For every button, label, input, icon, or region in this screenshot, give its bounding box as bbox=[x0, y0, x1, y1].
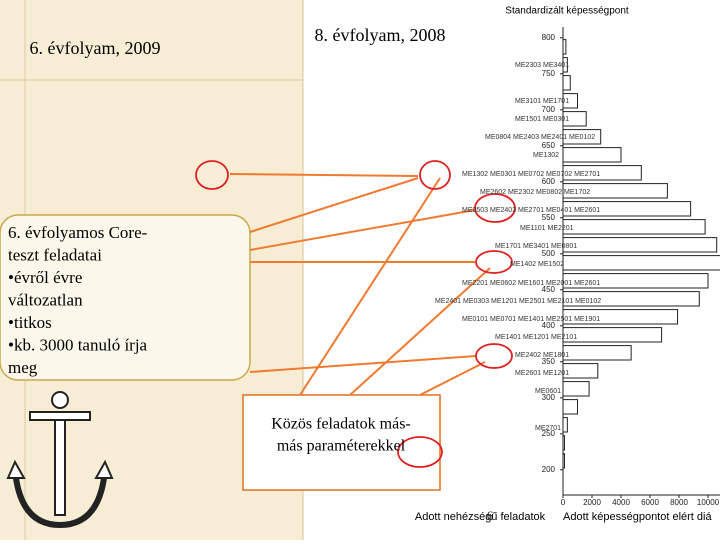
callout-text: teszt feladatai bbox=[8, 245, 102, 264]
item-label: ME2201 ME0602 ME1601 ME2001 ME2601 bbox=[462, 280, 600, 287]
bar bbox=[562, 111, 587, 127]
x-tick-label: 6000 bbox=[641, 498, 659, 507]
x-tick-label: 0 bbox=[561, 498, 566, 507]
item-label: ME1501 ME0301 bbox=[515, 116, 569, 123]
note-text: más paraméterekkel bbox=[277, 438, 406, 455]
callout-text: változatlan bbox=[8, 290, 83, 309]
y-tick-label: 500 bbox=[542, 249, 556, 258]
left-title: 6. évfolyam, 2009 bbox=[30, 38, 161, 58]
bar bbox=[562, 165, 642, 181]
item-label: ME2601 ME1201 bbox=[515, 370, 569, 377]
bar bbox=[562, 237, 718, 253]
item-label: ME2303 ME3401 bbox=[515, 62, 569, 69]
x-tick-label: 8000 bbox=[670, 498, 688, 507]
callout-text: •évről évre bbox=[8, 268, 82, 287]
bar bbox=[562, 129, 602, 145]
bar bbox=[562, 291, 700, 307]
item-label: ME2401 ME0303 ME1201 ME2501 ME2101 ME010… bbox=[435, 298, 601, 305]
arrows bbox=[229, 173, 491, 396]
bar bbox=[562, 75, 571, 91]
bar bbox=[562, 399, 578, 415]
callout-text: •kb. 3000 tanuló írja bbox=[8, 335, 148, 354]
x-label: Adott képességpontot elért diá bbox=[563, 511, 712, 523]
item-label: ME1101 ME2201 bbox=[520, 225, 574, 232]
bar bbox=[562, 147, 622, 163]
bar bbox=[562, 273, 709, 289]
highlight-ellipses bbox=[195, 160, 516, 468]
bar bbox=[562, 435, 565, 451]
right-title: 8. évfolyam, 2008 bbox=[315, 25, 446, 45]
y-tick-label: 750 bbox=[542, 69, 556, 78]
note-box bbox=[242, 394, 441, 491]
bar bbox=[562, 345, 632, 361]
bar bbox=[562, 327, 663, 343]
item-label: ME1701 ME3401 ME0801 bbox=[495, 243, 577, 250]
y-tick-label: 600 bbox=[542, 177, 556, 186]
y-tick-label: 650 bbox=[542, 141, 556, 150]
bar bbox=[562, 309, 679, 325]
x-label: Adott nehézségű feladatok bbox=[415, 511, 546, 523]
item-label: ME1302 ME0301 ME0702 ME0702 ME2701 bbox=[462, 171, 600, 178]
y-tick-label: 250 bbox=[542, 429, 556, 438]
bar bbox=[562, 57, 568, 73]
callout-text: 6. évfolyamos Core- bbox=[8, 223, 148, 242]
y-tick-label: 400 bbox=[542, 321, 556, 330]
callout-box bbox=[0, 214, 251, 381]
y-tick-label: 300 bbox=[542, 393, 556, 402]
bar bbox=[562, 381, 590, 397]
item-label: ME2402 ME1801 bbox=[515, 352, 569, 359]
note-text: Közös feladatok más- bbox=[271, 416, 411, 433]
item-label: ME1302 bbox=[533, 152, 559, 159]
bar bbox=[562, 363, 599, 379]
y-tick-label: 350 bbox=[542, 357, 556, 366]
bar bbox=[562, 255, 720, 271]
item-label: ME1402 ME1502 bbox=[510, 261, 564, 268]
y-tick-label: 450 bbox=[542, 285, 556, 294]
bar bbox=[562, 39, 567, 55]
item-label: ME2602 ME2302 ME0802 ME1702 bbox=[480, 189, 590, 196]
bar bbox=[562, 93, 578, 109]
bar bbox=[562, 453, 565, 469]
callout-text: •titkos bbox=[8, 313, 52, 332]
item-label: ME0601 bbox=[535, 388, 561, 395]
slide-number: 6 bbox=[487, 508, 494, 523]
y-tick-label: 700 bbox=[542, 105, 556, 114]
x-tick-label: 2000 bbox=[583, 498, 601, 507]
chart-title: Standardizált képességpont bbox=[505, 6, 629, 17]
item-label: ME1401 ME1201 ME2101 bbox=[495, 334, 577, 341]
y-tick-label: 200 bbox=[542, 465, 556, 474]
bar bbox=[562, 219, 706, 235]
x-tick-label: 10000 bbox=[697, 498, 720, 507]
callout-text: meg bbox=[8, 358, 38, 377]
item-label: ME3101 ME1701 bbox=[515, 98, 569, 105]
y-tick-label: 800 bbox=[542, 33, 556, 42]
item-label: ME0503 ME2403 ME2701 ME0401 ME2601 bbox=[462, 207, 600, 214]
item-label: ME0101 ME0701 ME1401 ME2501 ME1901 bbox=[462, 316, 600, 323]
bar bbox=[562, 417, 568, 433]
item-label: ME2701 bbox=[535, 425, 561, 432]
bar bbox=[562, 201, 692, 217]
item-label: ME0804 ME2403 ME2401 ME0102 bbox=[485, 134, 595, 141]
bar bbox=[562, 183, 668, 199]
x-tick-label: 4000 bbox=[612, 498, 630, 507]
anchor-icon bbox=[6, 391, 114, 529]
y-tick-label: 550 bbox=[542, 213, 556, 222]
